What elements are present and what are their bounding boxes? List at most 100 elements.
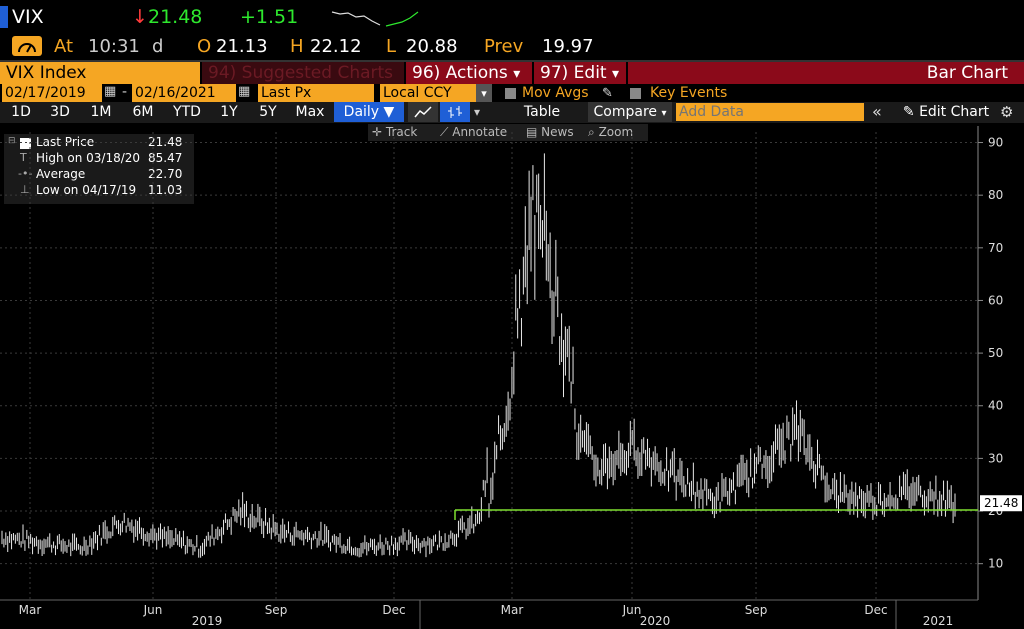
chevron-down-icon[interactable]: ▾: [474, 105, 481, 119]
edit-label: 97) Edit: [540, 63, 607, 83]
low-value: 20.88: [406, 36, 458, 57]
legend-last-label: Last Price: [36, 135, 95, 149]
collapse-legend-icon[interactable]: ⊟: [8, 136, 16, 146]
edit-menu[interactable]: 97) Edit ▾: [534, 62, 626, 84]
crosshair-icon: ✛: [372, 125, 383, 139]
line-chart-icon[interactable]: [408, 102, 438, 122]
news-tool[interactable]: ▤ News: [526, 125, 574, 139]
compare-menu[interactable]: Compare ▾: [588, 102, 672, 122]
y-tick-label: 40: [988, 399, 1003, 413]
calendar-icon[interactable]: ▦: [104, 84, 117, 99]
end-date-field[interactable]: 02/16/2021: [132, 84, 236, 103]
period-5y[interactable]: 5Y: [259, 104, 277, 120]
zoom-label: Zoom: [598, 125, 634, 139]
time-label: At: [54, 36, 74, 57]
x-tick-label: Mar: [501, 603, 524, 617]
price-chart[interactable]: 102030405060708090MarJunSepDecMarJunSepD…: [0, 122, 1024, 629]
legend-low-value: 11.03: [148, 183, 183, 197]
period-3d[interactable]: 3D: [50, 104, 70, 120]
down-arrow-icon: ↓: [132, 6, 148, 28]
table-button[interactable]: Table: [523, 104, 561, 120]
gear-icon[interactable]: ⚙: [1000, 103, 1014, 121]
period-1y[interactable]: 1Y: [220, 104, 238, 120]
chevron-down-icon: ▾: [612, 66, 620, 82]
chart-tools-bar: [368, 124, 648, 141]
time-suffix: d: [152, 36, 164, 57]
x-tick-label: Sep: [745, 603, 768, 617]
year-label: 2020: [640, 614, 671, 628]
period-ytd[interactable]: YTD: [173, 104, 201, 120]
y-tick-label: 90: [988, 136, 1003, 150]
last-price-label: 21.48: [984, 496, 1018, 510]
key-events-checkbox[interactable]: [630, 88, 641, 99]
high-value: 22.12: [310, 36, 362, 57]
frequency-select[interactable]: Daily ▼: [334, 102, 404, 122]
suggested-charts-tab[interactable]: 94) Suggested Charts: [202, 62, 404, 84]
legend-last-value: 21.48: [148, 135, 183, 149]
annotate-tool[interactable]: ⟋ Annotate: [440, 125, 507, 140]
period-1m[interactable]: 1M: [90, 104, 112, 120]
edit-chart-button[interactable]: ✎ Edit Chart: [896, 102, 996, 122]
currency-select[interactable]: Local CCY: [380, 84, 476, 103]
low-marker-icon: ⊥: [20, 183, 30, 196]
field-select[interactable]: Last Px: [258, 84, 374, 103]
legend-box: [4, 134, 194, 204]
y-tick-label: 80: [988, 188, 1003, 202]
pencil-icon[interactable]: ✎: [602, 86, 613, 101]
period-1d[interactable]: 1D: [11, 104, 31, 120]
key-events-label: Key Events: [650, 85, 728, 101]
pencil-icon: ✎: [902, 104, 915, 120]
security-tab[interactable]: VIX Index: [0, 62, 200, 84]
calendar-icon[interactable]: ▦: [238, 84, 251, 99]
actions-menu[interactable]: 96) Actions ▾: [406, 62, 532, 84]
gauge-icon[interactable]: [12, 36, 42, 56]
annotate-label: Annotate: [452, 125, 508, 139]
y-tick-label: 10: [988, 557, 1003, 571]
date-separator: -: [122, 84, 128, 100]
x-tick-label: Mar: [19, 603, 42, 617]
collapse-icon[interactable]: «: [872, 102, 882, 121]
compare-label: Compare: [593, 104, 658, 120]
chevron-down-icon[interactable]: ▾: [476, 84, 492, 103]
legend-high-value: 85.47: [148, 151, 183, 165]
y-tick-label: 50: [988, 346, 1003, 360]
y-tick-label: 70: [988, 241, 1003, 255]
chevron-down-icon: ▾: [513, 66, 521, 82]
mov-avgs-checkbox[interactable]: [505, 88, 516, 99]
open-value: 21.13: [216, 36, 268, 57]
x-tick-label: Sep: [265, 603, 288, 617]
y-tick-label: 60: [988, 293, 1003, 307]
add-data-input[interactable]: [676, 103, 864, 121]
legend-avg-value: 22.70: [148, 167, 183, 181]
track-tool[interactable]: ✛ Track: [372, 125, 417, 139]
mov-avgs-label: Mov Avgs: [522, 85, 589, 101]
period-max[interactable]: Max: [295, 104, 325, 120]
high-marker-icon: T: [20, 151, 27, 164]
legend-low-label: Low on 04/17/19: [36, 183, 137, 197]
average-marker-icon: -•-: [18, 167, 33, 180]
prev-value: 19.97: [542, 36, 594, 57]
x-tick-label: Dec: [382, 603, 405, 617]
legend-high-label: High on 03/18/20: [36, 151, 141, 165]
sparkline-icon: [331, 11, 419, 27]
y-tick-label: 30: [988, 451, 1003, 465]
x-tick-label: Jun: [143, 603, 163, 617]
low-label: L: [386, 36, 397, 57]
edit-chart-label: Edit Chart: [919, 104, 990, 120]
year-label: 2019: [192, 614, 223, 628]
track-label: Track: [385, 125, 418, 139]
price-bars: [1, 153, 956, 558]
last-price-box: [980, 495, 1022, 512]
open-label: O: [197, 36, 212, 57]
ticker-symbol: VIX: [12, 6, 44, 28]
news-label: News: [541, 125, 574, 139]
year-label: 2021: [923, 614, 954, 628]
bar-chart-icon[interactable]: [440, 102, 470, 122]
price-change: +1.51: [240, 6, 299, 28]
period-6m[interactable]: 6M: [132, 104, 154, 120]
x-tick-label: Jun: [622, 603, 642, 617]
high-label: H: [290, 36, 304, 57]
prev-label: Prev: [484, 36, 524, 57]
zoom-tool[interactable]: ⌕ Zoom: [588, 125, 633, 140]
start-date-field[interactable]: 02/17/2019: [2, 84, 102, 103]
